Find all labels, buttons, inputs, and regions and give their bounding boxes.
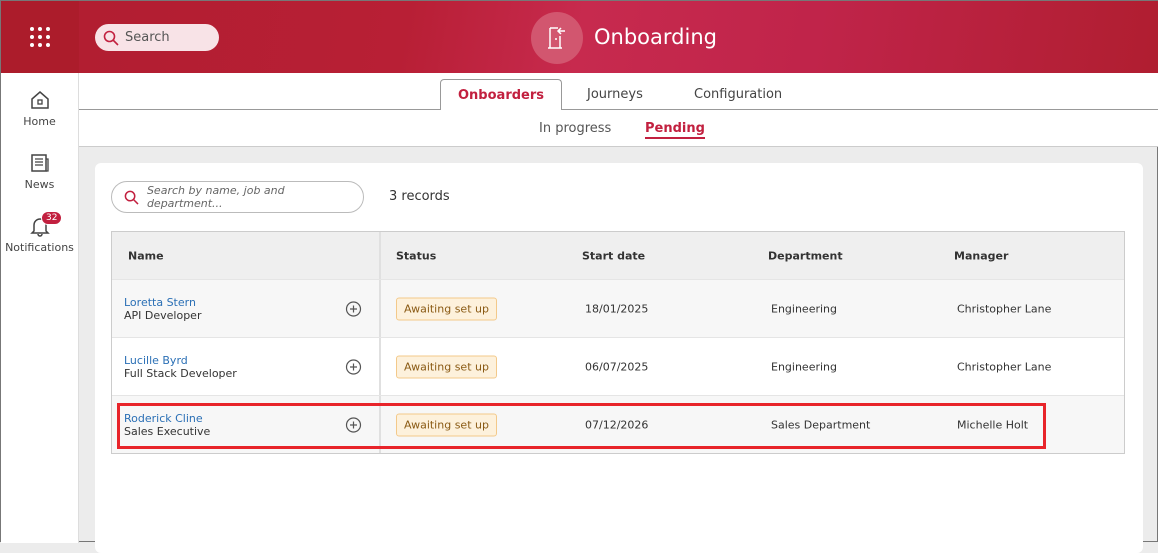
sidebar-item-label: Notifications <box>5 241 74 254</box>
onboarder-name-link[interactable]: Roderick Cline <box>124 411 203 425</box>
start-date: 18/01/2025 <box>585 302 649 315</box>
column-header-department[interactable]: Department <box>768 249 843 262</box>
home-icon <box>30 91 49 109</box>
table-search-input[interactable]: Search by name, job and department... <box>111 181 364 213</box>
table-row[interactable]: Lucille Byrd Full Stack Developer Awaitin… <box>112 337 1124 395</box>
onboarder-name-link[interactable]: Loretta Stern <box>124 295 196 309</box>
app-title: Onboarding <box>594 25 717 49</box>
search-icon <box>103 30 119 46</box>
department: Sales Department <box>771 418 871 431</box>
column-header-name[interactable]: Name <box>128 249 164 262</box>
notification-count-badge: 32 <box>41 211 63 225</box>
onboarders-table: Name Status Start date Department Manage… <box>111 231 1125 454</box>
sub-tabs: In progress Pending <box>79 110 1158 147</box>
sidebar-item-notifications[interactable]: 32 Notifications <box>1 211 78 254</box>
start-date: 07/12/2026 <box>585 418 649 431</box>
tab-journeys[interactable]: Journeys <box>587 87 643 102</box>
add-circle-icon[interactable] <box>345 300 362 317</box>
column-header-manager[interactable]: Manager <box>954 249 1009 262</box>
search-placeholder: Search by name, job and department... <box>146 184 285 210</box>
news-icon <box>30 154 49 172</box>
manager: Christopher Lane <box>957 360 1052 373</box>
record-count: 3 records <box>389 189 450 204</box>
main-tabs: Onboarders Journeys Configuration <box>79 73 1158 111</box>
highlight-box <box>117 403 1046 449</box>
add-circle-icon[interactable] <box>345 358 362 375</box>
column-header-status[interactable]: Status <box>396 249 437 262</box>
app-launcher-button[interactable] <box>1 1 79 73</box>
job-title: Full Stack Developer <box>124 366 237 380</box>
manager: Michelle Holt <box>957 418 1029 431</box>
search-label: Search <box>125 30 170 45</box>
start-date: 06/07/2025 <box>585 360 649 373</box>
sidebar-item-label: Home <box>23 115 56 128</box>
subtab-in-progress[interactable]: In progress <box>539 121 612 136</box>
search-icon <box>124 190 139 205</box>
job-title: API Developer <box>124 308 202 322</box>
onboarding-door-icon <box>531 12 583 64</box>
sidebar: Home News 32 Notifications <box>1 73 79 543</box>
onboarder-name-link[interactable]: Lucille Byrd <box>124 353 188 367</box>
department: Engineering <box>771 302 837 315</box>
status-badge: Awaiting set up <box>396 413 497 436</box>
job-title: Sales Executive <box>124 424 211 438</box>
sidebar-item-label: News <box>24 178 55 191</box>
records-card: Search by name, job and department... 3 … <box>95 163 1143 553</box>
grid-icon <box>30 27 50 47</box>
status-badge: Awaiting set up <box>396 355 497 378</box>
department: Engineering <box>771 360 837 373</box>
status-badge: Awaiting set up <box>396 297 497 320</box>
table-header: Name Status Start date Department Manage… <box>112 232 1124 279</box>
add-circle-icon[interactable] <box>345 416 362 433</box>
sidebar-item-news[interactable]: News <box>1 152 78 191</box>
manager: Christopher Lane <box>957 302 1052 315</box>
sidebar-item-home[interactable]: Home <box>1 89 78 128</box>
tab-configuration[interactable]: Configuration <box>694 87 783 102</box>
subtab-pending[interactable]: Pending <box>645 121 705 139</box>
column-header-start-date[interactable]: Start date <box>582 249 646 262</box>
global-search[interactable]: Search <box>95 24 219 51</box>
top-bar: Search Onboarding <box>1 1 1158 73</box>
table-row[interactable]: Loretta Stern API Developer Awaiting set … <box>112 279 1124 337</box>
tab-onboarders[interactable]: Onboarders <box>440 79 562 111</box>
